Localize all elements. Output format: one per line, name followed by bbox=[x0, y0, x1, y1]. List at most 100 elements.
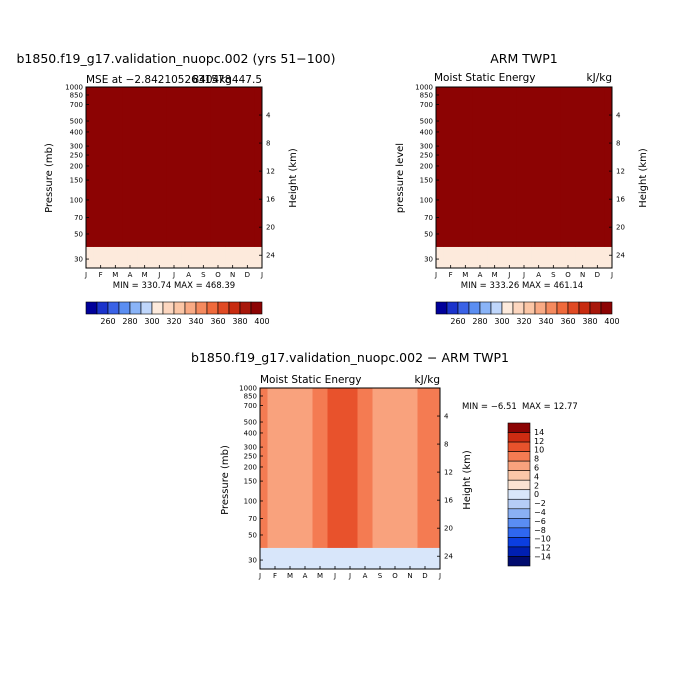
colorbar-tick-label: 400 bbox=[254, 317, 269, 326]
y2-tick-label: 12 bbox=[444, 469, 453, 477]
heatmap-cell bbox=[604, 87, 613, 247]
colorbar-swatch bbox=[228, 301, 241, 315]
x-tick-label: M bbox=[112, 271, 118, 279]
y-tick-label: 1000 bbox=[415, 84, 433, 92]
colorbar-swatch bbox=[507, 508, 531, 519]
x-tick-label: J bbox=[84, 271, 87, 279]
colorbar-swatch bbox=[96, 301, 109, 315]
colorbar-swatch bbox=[512, 301, 525, 315]
y-tick-label: 30 bbox=[248, 557, 257, 565]
colorbar-swatch bbox=[507, 527, 531, 538]
y-tick-label: 100 bbox=[420, 196, 433, 204]
colorbar-tick-label: 320 bbox=[166, 317, 181, 326]
y-tick-label: 400 bbox=[420, 128, 433, 136]
x-tick-label: J bbox=[333, 572, 336, 580]
colorbar-tick-label: 4 bbox=[534, 472, 539, 481]
y-tick-label: 700 bbox=[244, 402, 257, 410]
y-tick-label: 500 bbox=[244, 419, 257, 427]
y2-tick-label: 20 bbox=[444, 525, 453, 533]
x-tick-label: M bbox=[462, 271, 468, 279]
heatmap-cell bbox=[267, 388, 283, 548]
panel-obs-subtitle-left: Moist Static Energy bbox=[434, 72, 535, 84]
heatmap-cell bbox=[432, 388, 441, 548]
colorbar-tick-label: 300 bbox=[144, 317, 159, 326]
panel-model-stats: MIN = 330.74 MAX = 468.39 bbox=[113, 281, 235, 291]
colorbar-swatch bbox=[523, 301, 536, 315]
y2-tick-label: 24 bbox=[616, 252, 625, 260]
colorbar-tick-label: 280 bbox=[472, 317, 487, 326]
colorbar-swatch bbox=[173, 301, 186, 315]
heatmap-cell bbox=[342, 388, 358, 548]
colorbar-swatch bbox=[507, 460, 531, 471]
colorbar-tick-label: 14 bbox=[534, 428, 544, 437]
colorbar-swatch bbox=[507, 479, 531, 491]
y-tick-label: 250 bbox=[244, 453, 257, 461]
colorbar-swatch bbox=[435, 301, 448, 315]
panel-diff-stats-max: MAX = 12.77 bbox=[522, 402, 578, 412]
colorbar-swatch bbox=[479, 301, 492, 315]
colorbar-tick-label: 6 bbox=[534, 463, 539, 472]
y-tick-label: 50 bbox=[248, 531, 257, 539]
y-tick-label: 850 bbox=[420, 91, 433, 99]
colorbar-tick-label: 380 bbox=[582, 317, 597, 326]
heatmap-cell bbox=[546, 87, 562, 247]
colorbar-swatch bbox=[129, 301, 142, 315]
heatmap-cell bbox=[137, 87, 153, 247]
heatmap-cell bbox=[402, 388, 418, 548]
heatmap-cell bbox=[210, 87, 226, 247]
heatmap-cell bbox=[254, 87, 263, 247]
y-tick-label: 100 bbox=[244, 497, 257, 505]
heatmap-cell bbox=[108, 87, 124, 247]
heatmap-cell bbox=[312, 388, 328, 548]
colorbar-swatch bbox=[446, 301, 459, 315]
colorbar-swatch bbox=[589, 301, 602, 315]
x-tick-label: A bbox=[303, 572, 308, 580]
heatmap-cell bbox=[443, 87, 459, 247]
panel-model-title: b1850.f19_g17.validation_nuopc.002 (yrs … bbox=[16, 51, 335, 66]
colorbar-swatch bbox=[151, 301, 164, 315]
x-tick-label: O bbox=[215, 271, 221, 279]
panel-diff-stats-min: MIN = −6.51 bbox=[462, 402, 517, 412]
colorbar-swatch bbox=[507, 537, 531, 548]
y-tick-label: 700 bbox=[70, 101, 83, 109]
x-tick-label: D bbox=[595, 271, 600, 279]
colorbar-swatch bbox=[507, 470, 531, 481]
colorbar-tick-label: 0 bbox=[534, 490, 539, 499]
panel-obs-ylabel-right: Height (km) bbox=[638, 148, 649, 208]
y2-tick-label: 24 bbox=[444, 553, 453, 561]
colorbar-tick-label: −4 bbox=[534, 508, 546, 517]
x-tick-label: J bbox=[507, 271, 510, 279]
y2-tick-label: 20 bbox=[616, 224, 625, 232]
colorbar-swatch bbox=[567, 301, 580, 315]
panel-obs-y-ticks-right: 24 20 16 12 8 4 bbox=[609, 112, 625, 260]
y-tick-label: 70 bbox=[424, 214, 433, 222]
y-tick-label: 1000 bbox=[239, 385, 257, 393]
y-tick-label: 150 bbox=[70, 177, 83, 185]
x-tick-label: J bbox=[522, 271, 525, 279]
y2-tick-label: 4 bbox=[444, 413, 449, 421]
colorbar-swatch bbox=[507, 546, 531, 557]
colorbar-tick-label: 360 bbox=[210, 317, 225, 326]
heatmap-cell bbox=[86, 87, 94, 247]
x-tick-label: A bbox=[363, 572, 368, 580]
colorbar-swatch bbox=[578, 301, 591, 315]
y2-tick-label: 4 bbox=[616, 112, 621, 120]
heatmap-cell bbox=[387, 388, 403, 548]
x-tick-label: A bbox=[478, 271, 483, 279]
y2-tick-label: 12 bbox=[266, 168, 275, 176]
y-tick-label: 1000 bbox=[65, 84, 83, 92]
colorbar-swatch bbox=[118, 301, 131, 315]
colorbar-swatch bbox=[184, 301, 197, 315]
colorbar-swatch bbox=[600, 301, 613, 315]
colorbar-tick-label: 360 bbox=[560, 317, 575, 326]
colorbar-swatch bbox=[507, 451, 531, 462]
y2-tick-label: 24 bbox=[266, 252, 275, 260]
x-tick-label: J bbox=[157, 271, 160, 279]
heatmap-cell bbox=[472, 87, 488, 247]
panel-diff-ylabel-right: Height (km) bbox=[462, 450, 473, 510]
heatmap-cell bbox=[196, 87, 212, 247]
panel-diff-title: b1850.f19_g17.validation_nuopc.002 − ARM… bbox=[191, 350, 509, 365]
